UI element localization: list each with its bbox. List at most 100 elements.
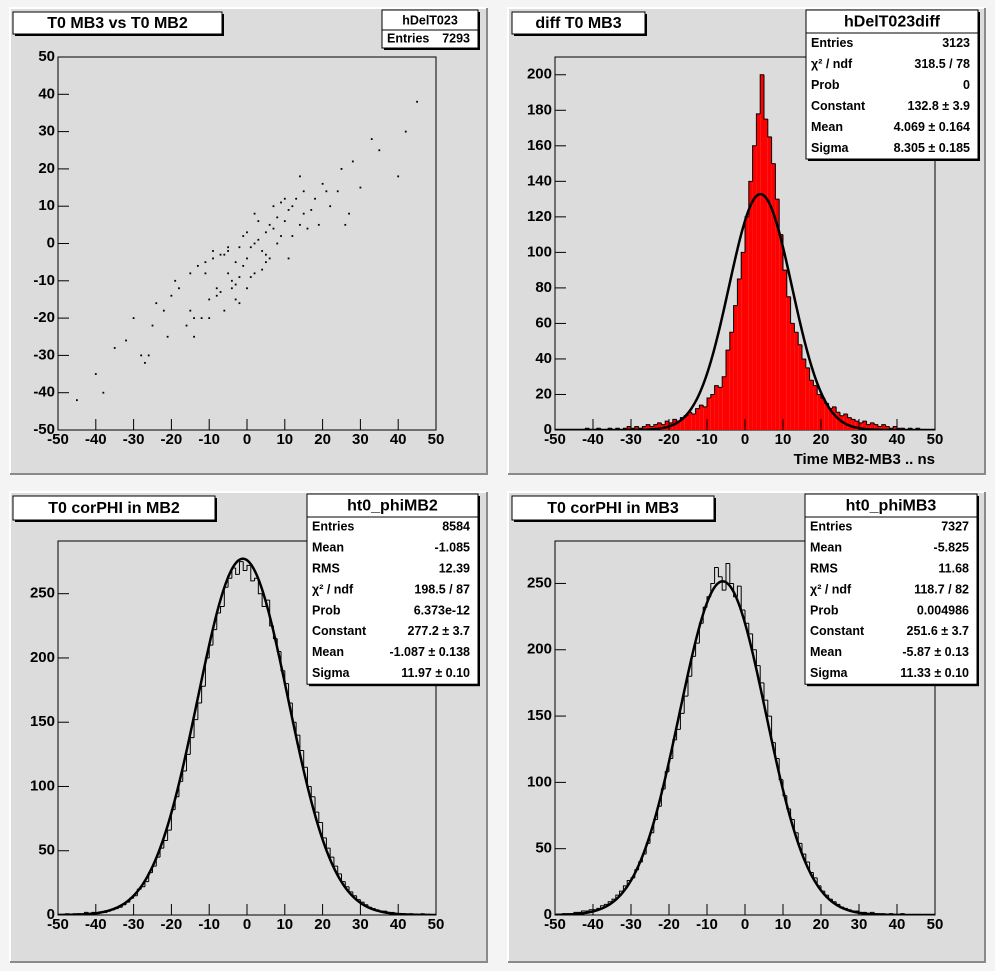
x-tick-label: -40 [85, 431, 107, 448]
point [265, 231, 267, 234]
x-tick-label: 10 [276, 431, 293, 448]
point [227, 272, 229, 275]
bar-outline [843, 413, 848, 416]
pad-bevel-light [507, 7, 985, 474]
bar-outline [714, 567, 719, 584]
bar-outline [752, 145, 757, 182]
bar-outline [626, 425, 631, 429]
point [140, 354, 143, 357]
stats-value: 8584 [442, 520, 470, 534]
point [189, 272, 192, 275]
bar [688, 412, 692, 430]
stats-value: 118.7 / 82 [914, 582, 969, 596]
y-tick-label: 120 [527, 208, 552, 225]
stats-label: RMS [810, 562, 838, 576]
point [268, 223, 271, 226]
x-tick-label: 50 [428, 431, 445, 448]
point [299, 223, 301, 226]
point [234, 283, 237, 286]
x-tick-label: 30 [352, 916, 369, 933]
point [204, 272, 207, 275]
stats-value: 4.069 ± 0.164 [894, 120, 970, 134]
y-tick-label: 200 [30, 649, 55, 666]
stats-value: -1.085 [435, 541, 470, 555]
point [287, 209, 290, 211]
stats-label: Entries [312, 520, 354, 534]
bar-outline [835, 406, 840, 413]
stats-label: Mean [810, 541, 842, 555]
bar-outline [736, 278, 742, 306]
point [132, 317, 135, 319]
bar-outline [695, 408, 700, 415]
point [265, 261, 267, 264]
bar-outline [805, 358, 810, 369]
pad: -50 -40 -30 -20 -10 0 10 20 30 40 50 0 20 40 60 80 100 12… [507, 7, 986, 475]
point [144, 361, 146, 364]
point [223, 253, 226, 256]
y-tick-label: 10 [38, 197, 55, 214]
bar [733, 305, 738, 430]
bar [760, 74, 764, 430]
y-tick-label: 250 [30, 585, 55, 602]
pad-bevel-dark [10, 492, 488, 963]
bar [729, 332, 734, 430]
bar-outline [250, 565, 255, 582]
bar-outline [649, 424, 654, 427]
bar-outline [653, 424, 658, 427]
x-tick-label: 50 [927, 916, 944, 933]
y-tick-label: 100 [30, 777, 55, 794]
x-tick-label: 30 [851, 431, 868, 448]
x-tick-label: -30 [123, 431, 145, 448]
point [291, 205, 294, 208]
point [249, 276, 252, 278]
x-tick-label: -20 [161, 431, 183, 448]
point [227, 246, 229, 249]
bar-outline [885, 424, 890, 427]
point [246, 287, 248, 290]
stats-title: hDelT023diff [844, 14, 941, 31]
bar-outline [786, 270, 791, 298]
bar-outline [235, 567, 240, 575]
bar-outline [873, 422, 878, 426]
point [212, 257, 214, 260]
y-tick-label: 60 [535, 314, 552, 331]
bar-outline [771, 136, 776, 165]
point [193, 335, 195, 338]
y-tick-label: 150 [527, 707, 552, 724]
bar-outline [717, 385, 723, 388]
stats-value: 251.6 ± 3.7 [907, 624, 970, 638]
stats-value: 0.004986 [917, 603, 969, 617]
y-tick-label: 0 [544, 906, 552, 923]
title-box [511, 11, 646, 35]
bar-outline [638, 426, 643, 429]
title-box [511, 495, 715, 521]
x-tick-label: 10 [775, 431, 792, 448]
point [189, 309, 192, 312]
x-tick-label: 40 [390, 916, 407, 933]
point [208, 317, 211, 319]
stats-label: Constant [312, 624, 367, 638]
point [291, 235, 294, 237]
bar-outline [167, 829, 172, 841]
bar-outline [888, 426, 894, 429]
point [208, 298, 211, 301]
point [113, 347, 116, 349]
x-tick-label: -40 [582, 916, 604, 933]
point [329, 205, 332, 208]
bar-outline [767, 700, 772, 717]
bar [771, 163, 776, 430]
point [302, 212, 305, 215]
point [174, 279, 177, 282]
point [280, 201, 282, 204]
bar [737, 279, 742, 430]
x-tick-label: 20 [813, 431, 830, 448]
stats-label: Sigma [810, 666, 849, 680]
point [317, 223, 320, 226]
stats-label: Sigma [811, 141, 850, 155]
y-tick-label: 40 [535, 350, 552, 367]
x-tick-label: -30 [620, 916, 642, 933]
point [242, 235, 245, 237]
point [310, 209, 313, 211]
bar [798, 344, 802, 430]
x-tick-label: 10 [276, 916, 293, 933]
